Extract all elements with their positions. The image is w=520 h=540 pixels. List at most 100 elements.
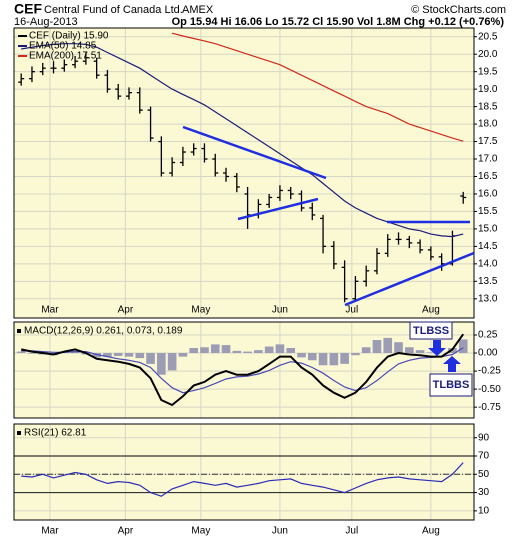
y-tick-label: 10 — [478, 505, 490, 516]
y-tick-label: -0.75 — [478, 402, 501, 413]
y-tick-label: -0.25 — [478, 366, 501, 377]
y-tick-label: 19.0 — [478, 84, 498, 95]
y-tick-label: 15.0 — [478, 224, 498, 235]
y-tick-label: 16.5 — [478, 171, 498, 182]
histogram-bar — [394, 342, 403, 354]
y-tick-label: 13.0 — [478, 293, 498, 304]
date: 16-Aug-2013 — [14, 16, 78, 28]
y-tick-label: 90 — [478, 432, 490, 443]
y-tick-label: 70 — [478, 451, 490, 462]
histogram-bar — [103, 353, 112, 357]
histogram-bar — [372, 340, 382, 354]
panel-title: RSI(21) 62.81 — [24, 428, 87, 439]
title-marker — [17, 431, 21, 435]
histogram-bar — [113, 353, 123, 356]
histogram-bar — [200, 347, 209, 354]
histogram-bar — [307, 353, 317, 361]
histogram-bar — [254, 350, 263, 354]
histogram-bar — [27, 353, 37, 354]
histogram-bar — [157, 353, 166, 375]
company: Central Fund of Canada Ltd. — [44, 4, 183, 16]
histogram-bar — [275, 344, 285, 354]
histogram-bar — [189, 347, 198, 354]
histogram-bar — [286, 347, 296, 354]
y-tick-label: 19.5 — [478, 66, 498, 77]
y-tick-label: 50 — [478, 469, 490, 480]
arrow — [428, 340, 446, 356]
panel — [14, 322, 474, 418]
line — [21, 462, 464, 497]
legend-label: CEF (Daily) 15.90 — [29, 31, 109, 42]
marks: 13.0 13.5 14.0 14.5 15.0 15.5 16.0 16.5 17.0 17.5… — [14, 28, 498, 318]
y-tick-label: 14.5 — [478, 241, 498, 252]
histogram-bar — [415, 350, 425, 354]
marks: 90 70 50 30 10 Mar Apr May Jun Jul Aug — [14, 424, 490, 537]
trend-lines — [182, 125, 475, 307]
panel — [14, 28, 474, 318]
histogram-bar — [340, 353, 349, 364]
panel-border — [13, 321, 475, 419]
histogram-bar — [297, 353, 306, 358]
histogram-bar — [221, 345, 231, 354]
x-tick-label: Aug — [422, 305, 440, 316]
y-tick-label: 14.0 — [478, 258, 498, 269]
x-tick-label: Apr — [118, 526, 134, 537]
x-tick-label: Apr — [118, 305, 134, 316]
y-tick-label: 0.00 — [478, 348, 498, 359]
title-marker — [17, 329, 21, 333]
histogram-bar — [232, 350, 242, 354]
y-tick-label: 20.5 — [478, 31, 498, 42]
histogram-bar — [383, 337, 393, 354]
histogram-bar — [361, 347, 371, 354]
histogram-bar — [16, 351, 26, 354]
line — [171, 32, 464, 142]
histogram-bar — [92, 353, 101, 358]
panel — [14, 424, 474, 520]
marks: 0.25 0.00 -0.25 -0.50 -0.75 — [14, 322, 501, 418]
annotation-box — [409, 321, 453, 340]
histogram-bar — [146, 353, 155, 364]
x-tick-label: Jun — [272, 526, 288, 537]
histogram-bar — [243, 351, 252, 354]
annotation-box — [429, 373, 473, 397]
panel-border — [13, 423, 475, 521]
arrow — [443, 356, 461, 372]
histogram-bar — [178, 353, 188, 357]
y-tick-label: -0.50 — [478, 384, 501, 395]
line — [21, 333, 465, 407]
y-tick-label: 16.0 — [478, 189, 498, 200]
y-tick-label: 18.5 — [478, 101, 498, 112]
trend-line — [237, 197, 319, 221]
y-tick-label: 30 — [478, 487, 490, 498]
y-tick-label: 17.5 — [478, 136, 498, 147]
histogram-bar — [329, 353, 339, 366]
x-tick-label: Jul — [345, 526, 358, 537]
y-tick-label: 0.25 — [478, 330, 498, 341]
exchange: AMEX — [182, 4, 214, 16]
histogram-bar — [210, 344, 220, 354]
x-tick-label: Aug — [422, 526, 440, 537]
x-tick-label: May — [191, 305, 210, 316]
annotation: TLBBS — [433, 379, 470, 391]
histogram-bar — [426, 352, 436, 354]
histogram-bar — [458, 339, 468, 354]
source: © StockCharts.com — [411, 4, 506, 16]
legend-label: EMA(50) 14.85 — [29, 41, 97, 52]
panel-title: MACD(12,26,9) 0.261, 0.073, 0.189 — [24, 326, 183, 337]
annotation: TLBSS — [413, 325, 449, 337]
symbol: CEF — [14, 1, 42, 17]
y-tick-label: 18.0 — [478, 119, 498, 130]
legend-label: EMA(200) 17.51 — [29, 51, 102, 62]
x-tick-label: Mar — [41, 526, 59, 537]
trend-line — [344, 251, 475, 307]
histogram-bar — [351, 353, 360, 356]
plot-layer: 13.0 13.5 14.0 14.5 15.0 15.5 16.0 16.5 17.0 17.5… — [13, 27, 501, 537]
histogram-bar — [264, 346, 274, 354]
panel-border — [13, 27, 475, 319]
y-tick-label: 13.5 — [478, 276, 498, 287]
x-tick-label: Jul — [345, 305, 358, 316]
y-tick-label: 17.0 — [478, 154, 498, 165]
x-tick-label: Mar — [41, 305, 59, 316]
